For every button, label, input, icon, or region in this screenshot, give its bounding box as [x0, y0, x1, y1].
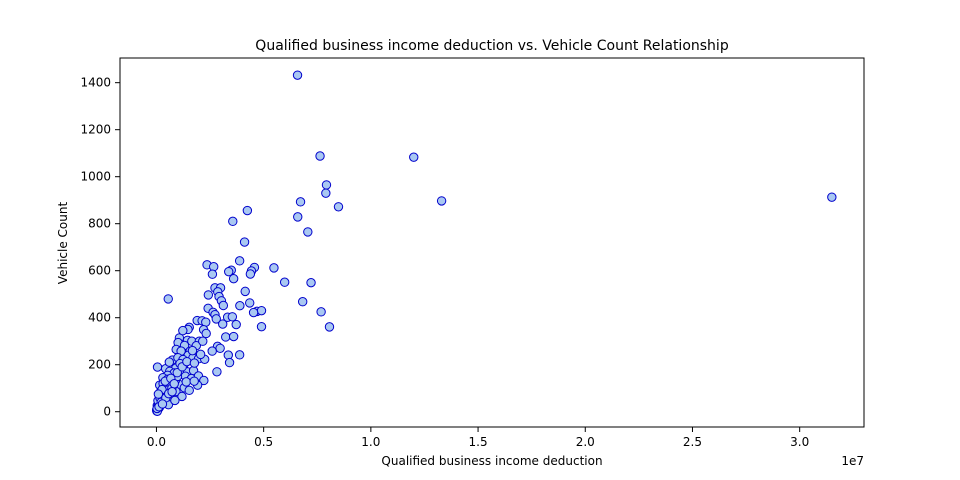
data-point — [184, 385, 194, 396]
data-point — [234, 350, 245, 360]
data-point — [182, 356, 192, 367]
data-point — [181, 377, 191, 387]
data-point — [207, 346, 217, 356]
data-point — [153, 389, 164, 399]
data-point — [177, 391, 187, 402]
data-point — [306, 277, 316, 288]
data-point — [157, 399, 168, 409]
data-point — [208, 262, 219, 272]
data-point — [224, 357, 235, 368]
data-point — [215, 343, 225, 353]
data-point — [169, 379, 179, 389]
y-tick-label: 800 — [88, 217, 111, 231]
data-point — [235, 301, 245, 311]
data-point — [167, 387, 177, 397]
y-tick-label: 0 — [103, 405, 111, 419]
data-point — [324, 322, 335, 332]
data-point — [248, 307, 259, 318]
x-tick-label: 1.0 — [361, 435, 380, 449]
data-point — [269, 263, 279, 273]
data-point — [195, 349, 206, 360]
data-point — [189, 376, 199, 386]
data-point — [303, 227, 313, 237]
x-tick-label: 2.5 — [683, 435, 702, 449]
data-point — [223, 350, 233, 360]
data-point — [315, 151, 325, 161]
data-point — [256, 305, 267, 316]
x-axis-scale-label: 1e7 — [841, 454, 864, 468]
data-point — [163, 294, 173, 304]
data-point — [172, 368, 182, 378]
plot-area — [119, 57, 865, 428]
data-point — [211, 314, 221, 324]
data-point — [207, 269, 218, 279]
data-point — [256, 321, 267, 332]
y-tick-label: 1400 — [80, 76, 111, 90]
data-point — [228, 273, 239, 284]
data-point — [228, 216, 238, 227]
x-tick-label: 3.0 — [790, 435, 809, 449]
data-point — [295, 197, 306, 207]
y-tick-label: 200 — [88, 358, 111, 372]
data-points — [151, 70, 837, 416]
y-tick-label: 1000 — [80, 170, 111, 184]
data-point — [227, 312, 238, 322]
data-point — [245, 298, 255, 308]
data-point — [199, 375, 209, 386]
data-point — [203, 290, 214, 300]
data-point — [292, 70, 303, 80]
data-point — [245, 269, 256, 279]
y-axis: 0 200 400 600 800 1000 1200 1400 — [80, 76, 120, 419]
y-tick-label: 1200 — [80, 123, 111, 137]
data-point — [189, 358, 200, 368]
x-tick-label: 0.5 — [254, 435, 273, 449]
data-point — [201, 328, 211, 339]
data-point — [333, 202, 344, 212]
data-point — [231, 319, 241, 330]
x-axis-label: Qualified business income deduction — [381, 454, 602, 468]
data-point — [228, 331, 239, 342]
y-axis-label: Vehicle Count — [56, 202, 70, 285]
x-tick-label: 2.0 — [576, 435, 595, 449]
x-tick-label: 1.5 — [469, 435, 488, 449]
x-tick-label: 0.0 — [147, 435, 166, 449]
data-point — [218, 300, 229, 311]
data-point — [221, 332, 231, 342]
data-point — [234, 256, 245, 266]
data-point — [187, 345, 198, 356]
data-point — [178, 325, 188, 336]
data-point — [152, 362, 163, 372]
data-point — [279, 277, 290, 287]
data-point — [218, 319, 228, 329]
y-tick-label: 600 — [88, 264, 111, 278]
data-point — [293, 212, 303, 222]
y-tick-label: 400 — [88, 311, 111, 325]
data-point — [242, 205, 253, 216]
data-point — [321, 180, 332, 190]
data-point — [212, 367, 222, 377]
data-point — [409, 152, 419, 162]
data-point — [170, 395, 180, 406]
data-point — [297, 297, 308, 307]
data-point — [164, 357, 175, 367]
chart-title: Qualified business income deduction vs. … — [255, 38, 729, 54]
data-point — [224, 266, 234, 277]
data-point — [198, 336, 208, 346]
data-point — [321, 188, 331, 198]
data-point — [436, 196, 447, 206]
data-point — [827, 192, 837, 202]
x-axis: 0.0 0.5 1.0 1.5 2.0 2.5 3.0 — [147, 427, 809, 449]
data-point — [239, 237, 250, 247]
data-point — [240, 286, 250, 297]
data-point — [316, 307, 326, 317]
